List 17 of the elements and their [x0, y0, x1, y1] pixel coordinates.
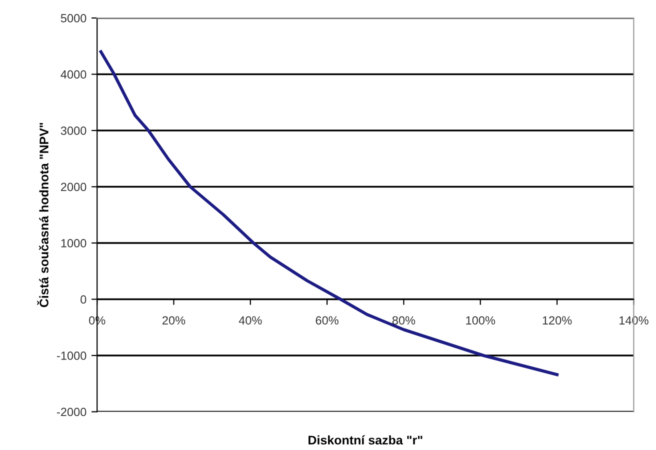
y-axis-title: Čistá současná hodnota "NPV" [37, 122, 48, 308]
y-tick-label: 0 [80, 295, 86, 304]
x-axis-title: Diskontní sazba "r" [308, 435, 422, 445]
x-tick-label: 40% [238, 316, 262, 325]
y-tick-label: 5000 [60, 14, 86, 22]
y-tick-label: 1000 [61, 239, 86, 248]
y-tick-label: -1000 [57, 352, 86, 360]
x-tick-label: 60% [316, 316, 338, 325]
x-tick-label: 100% [466, 316, 496, 325]
x-tick-label: 120% [542, 316, 572, 325]
x-tick-label: 140% [620, 316, 648, 325]
x-tick-label: 20% [162, 316, 186, 325]
x-tick-label: 80% [392, 316, 416, 325]
y-tick-label: 2000 [61, 182, 86, 192]
y-tick-label: -2000 [57, 408, 86, 416]
y-tick-label: 3000 [60, 126, 86, 135]
y-tick-label: 4000 [60, 70, 86, 79]
